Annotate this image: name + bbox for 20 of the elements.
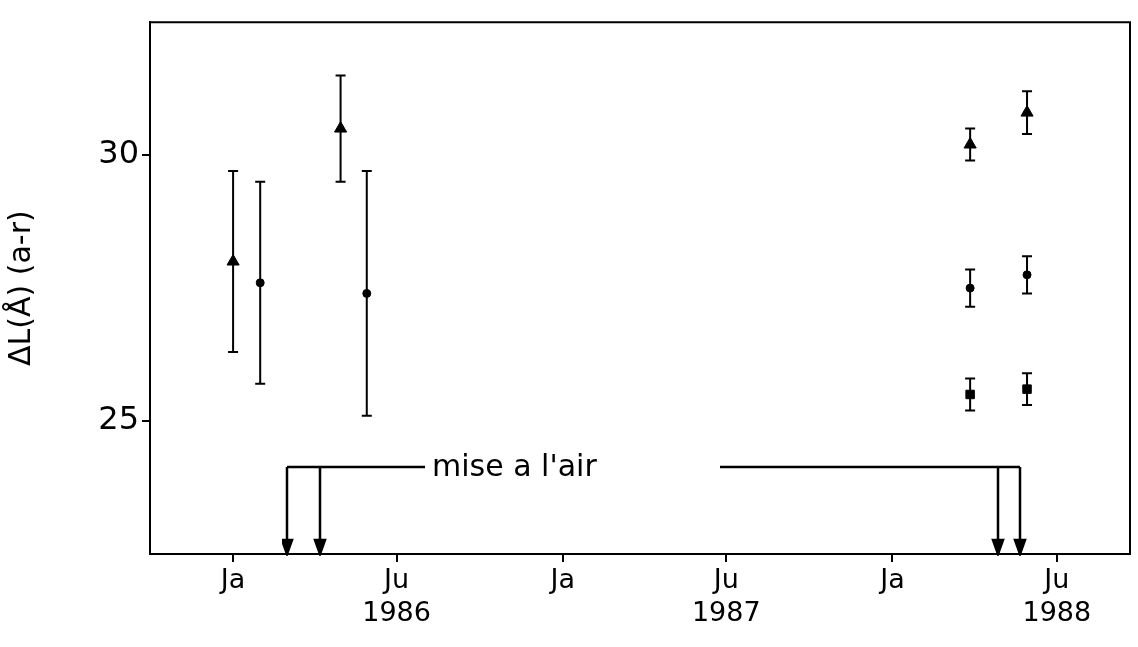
point [1020, 105, 1034, 117]
x-tick-label: Ja [218, 563, 246, 595]
point [1022, 270, 1032, 280]
y-axis-title: ΔL(Å) (a-r) [1, 210, 37, 366]
annotation: mise a l'air [432, 448, 597, 483]
x-tick-label: Ja [878, 563, 905, 595]
x-tick-label: Ju 1988 [1022, 563, 1092, 627]
point [362, 288, 372, 298]
point [1022, 384, 1032, 394]
point [226, 254, 240, 266]
x-tick-label: Ju 1986 [362, 563, 431, 627]
point [334, 121, 348, 133]
y-tick-label: 30 [98, 133, 139, 172]
point [255, 278, 265, 288]
x-tick-label: Ja [548, 563, 576, 595]
point [963, 137, 977, 149]
point [965, 283, 975, 293]
x-tick-label: Ju 1987 [691, 563, 761, 627]
y-tick-label: 25 [98, 399, 139, 438]
point [965, 389, 975, 400]
